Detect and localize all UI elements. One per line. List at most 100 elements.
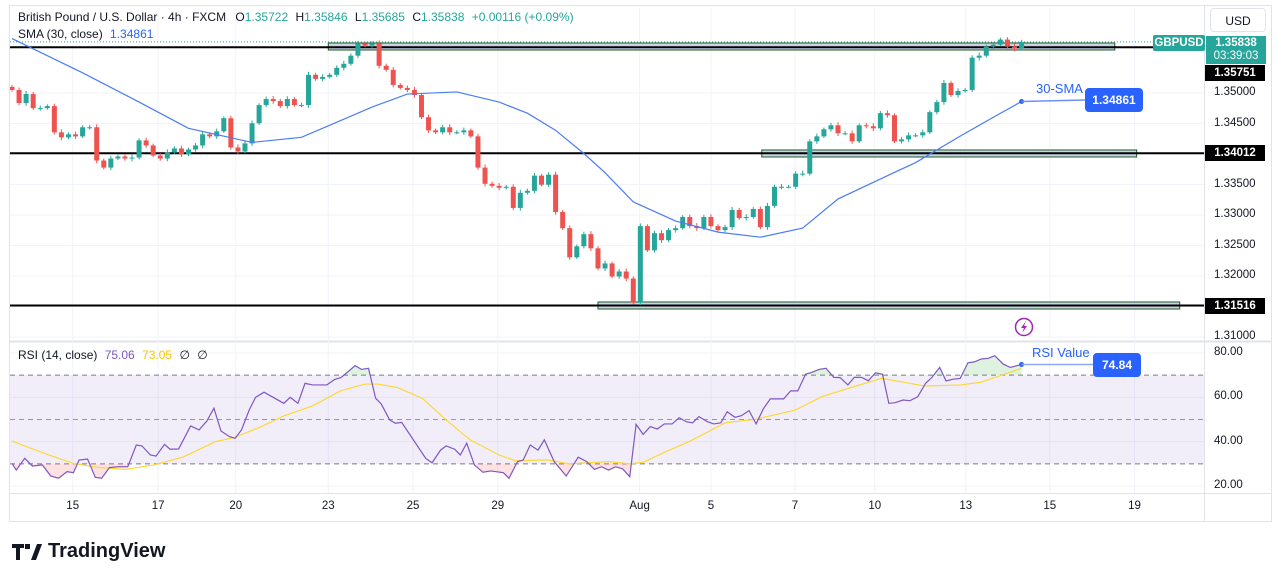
candle-body [228,118,234,148]
candle-bullish [990,41,996,50]
candle-body [171,148,177,153]
candle-body [291,99,297,106]
candle-bullish [186,147,191,157]
candle-bullish [306,71,312,108]
candle-body [1004,39,1010,47]
time-axis-tick: 7 [791,500,799,512]
lightning-icon [1014,317,1034,337]
candle-body [115,156,121,159]
candle-bearish [157,153,163,161]
candle-bearish [143,137,149,148]
bar-countdown: 03:39:03 [1213,50,1259,62]
candle-bearish [475,133,481,170]
candle-bullish [65,132,71,140]
lightning-icon-circle [1014,317,1034,337]
candle-body [270,99,276,102]
candle-bullish [800,170,806,177]
price-axis-tick: 1.34500 [1214,116,1256,129]
candle-bearish [1012,43,1018,52]
price-axis-tick: 1.31000 [1214,330,1256,342]
candle-bullish [348,53,354,66]
time-axis-tick: 15 [1043,500,1057,512]
sma-annotation-box: 1.34861 [1085,88,1143,112]
symbol-tag: GBPUSD [1153,35,1205,51]
candle-body [757,208,763,228]
candle-bullish [298,102,304,108]
candle-body [553,174,559,212]
candle-body [623,271,629,279]
candle-body [207,134,213,137]
candle-bearish [468,128,474,139]
candle-bearish [510,184,516,211]
sma-legend[interactable]: SMA (30, close) 1.34861 [18,27,153,41]
candle-body [221,118,227,132]
candle-bearish [863,122,869,129]
candle-body [193,145,199,150]
currency-button[interactable]: USD [1210,8,1266,32]
price-pane [10,37,1204,310]
rsi-axis-tick: 80.00 [1214,346,1243,358]
candle-body [609,263,615,277]
candle-bearish [489,181,495,188]
candle-body [856,125,862,142]
candle-body [284,99,290,107]
close-label: C [412,10,421,24]
candle-bearish [630,276,636,305]
rsi-legend[interactable]: RSI (14, close) 75.06 73.05 ∅ ∅ [18,348,208,362]
rsi-axis-tick: 20.00 [1214,479,1243,492]
open-value: 1.35722 [244,10,289,24]
candle-body [510,186,516,208]
time-axis-tick: 10 [868,500,882,512]
candle-body [793,173,799,187]
rsi-ma-line [11,367,1022,470]
candle-body [899,139,905,142]
candle-body [863,125,869,127]
candle-bearish [715,224,721,232]
candle-bearish [948,80,954,97]
candle-bearish [30,91,36,111]
candle-body [666,230,672,241]
candle-bullish [976,52,982,61]
candle-bullish [793,171,799,189]
candle-body [969,57,975,90]
candle-body [369,43,375,46]
candle-body [235,147,241,152]
candle-bearish [588,231,594,252]
candle-body [143,140,149,146]
candle-body [842,133,848,135]
candle-bullish [637,223,643,306]
candle-bullish [136,138,142,160]
candle-body [482,167,488,184]
candle-body [800,173,806,175]
price-axis-tick: 1.33500 [1214,177,1256,190]
candle-bullish [701,214,707,231]
candle-bearish [270,95,276,104]
candle-bearish [644,224,650,252]
sma-legend-value: 1.34861 [110,27,154,41]
rsi-axis-tick: 40.00 [1214,434,1243,447]
candle-body [454,132,460,134]
candle-bearish [870,123,876,132]
candle-body [320,76,326,79]
candle-bearish [892,113,897,144]
rsi-na-value: ∅ [179,348,190,362]
candle-body [461,130,467,133]
candle-body [214,131,220,137]
candle-bearish [390,67,396,88]
candle-bullish [807,139,813,176]
candle-body [503,186,509,188]
candle-bullish [44,104,50,110]
candle-body [567,228,573,258]
candle-body [821,129,827,137]
candle-body [157,155,163,159]
candle-bullish [729,206,735,230]
candle-bullish [969,55,975,93]
candle-bearish [291,97,297,107]
candle-body [976,55,982,58]
tradingview-logo[interactable]: TradingView [12,540,165,563]
candle-bearish [10,85,15,92]
candle-body [644,226,650,251]
candle-body [1019,41,1025,49]
